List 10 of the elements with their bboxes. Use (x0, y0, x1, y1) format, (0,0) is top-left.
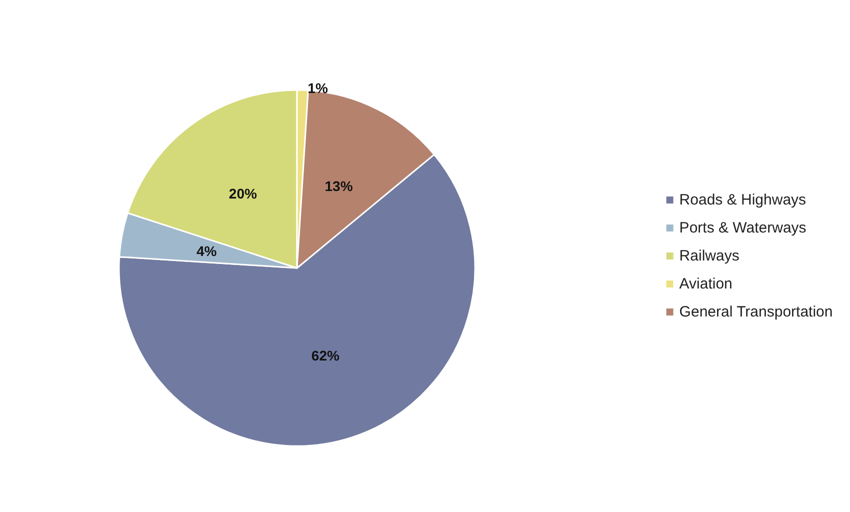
legend-label: General Transportation (679, 304, 833, 320)
legend-label: Ports & Waterways (679, 220, 806, 236)
legend-label: Aviation (679, 276, 732, 292)
data-label: 13% (324, 178, 354, 194)
data-label: 4% (196, 242, 218, 259)
legend-label: Roads & Highways (679, 192, 806, 208)
legend-label: Railways (679, 248, 740, 264)
data-label: 62% (311, 347, 340, 364)
data-label: 20% (228, 186, 258, 202)
data-label: 1% (308, 80, 328, 96)
